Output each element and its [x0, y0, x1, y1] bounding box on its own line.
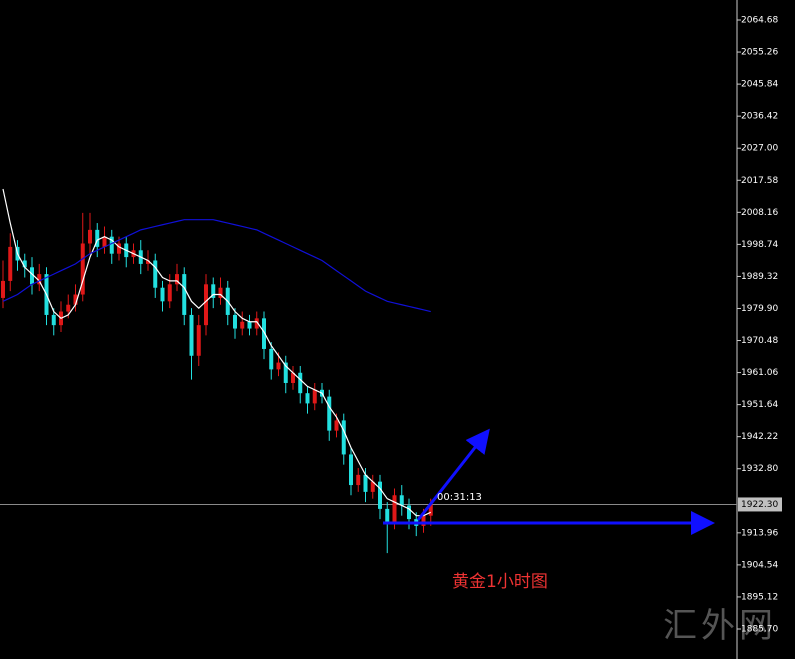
candle-body: [262, 318, 266, 349]
candle-body: [182, 274, 187, 315]
y-tick-label: 1961.06: [741, 368, 778, 378]
candle-body: [334, 420, 339, 431]
moving-average: [2, 219, 431, 313]
candle-body: [196, 325, 201, 356]
y-tick-label: 1885.70: [741, 624, 778, 634]
candle-body: [66, 304, 71, 312]
y-tick-label: 1951.64: [741, 400, 778, 410]
candle-body: [1, 280, 5, 298]
candle-body: [298, 372, 303, 394]
candle-body: [428, 504, 433, 516]
candle-body: [175, 274, 179, 285]
candle-body: [327, 396, 332, 431]
candle-body: [37, 274, 42, 285]
candle-body: [312, 389, 317, 404]
candle-body: [30, 267, 34, 285]
candle-body: [204, 284, 208, 326]
y-tick-label: 1979.90: [741, 304, 778, 314]
candle-body: [109, 236, 114, 254]
candle-body: [363, 474, 368, 492]
candle-body: [22, 260, 27, 268]
up-arrow: [416, 428, 490, 521]
y-tick-label: 2036.42: [741, 112, 778, 122]
candle-body: [240, 321, 245, 329]
y-tick-label: 1942.22: [741, 432, 778, 442]
y-tick-label: 2017.58: [741, 176, 778, 186]
candle-body: [385, 508, 390, 523]
candle-body: [283, 362, 288, 383]
candle-body: [146, 260, 150, 264]
y-tick-label: 1989.32: [741, 272, 778, 282]
candle-body: [218, 287, 223, 298]
candle-body: [80, 243, 85, 295]
candle-body: [51, 314, 56, 326]
candle-body: [392, 495, 397, 523]
candle-body: [378, 481, 382, 509]
candle-body: [269, 348, 274, 370]
moving-average: [2, 188, 432, 517]
candle-body: [88, 229, 92, 244]
candle-body: [276, 362, 281, 370]
candle-body: [117, 243, 121, 254]
candle-body: [233, 314, 237, 329]
candle-body: [254, 318, 259, 329]
candle-body: [73, 294, 78, 305]
candle-body: [8, 246, 13, 281]
candle-body: [247, 321, 252, 329]
candle-body: [370, 481, 375, 492]
y-tick-label: 1970.48: [741, 336, 778, 346]
candle-body: [305, 393, 310, 404]
y-tick-label: 1913.96: [741, 528, 778, 538]
candle-body: [211, 284, 216, 298]
plot-area: [0, 188, 737, 554]
candle-body: [95, 229, 100, 247]
candle-body: [189, 314, 194, 356]
y-tick-label: 2008.16: [741, 208, 778, 218]
watermark: 汇外网: [663, 606, 777, 646]
candle-body: [153, 260, 158, 288]
candle-body: [102, 236, 107, 247]
y-tick-label: 2027.00: [741, 144, 778, 154]
y-tick-label: 2055.26: [741, 48, 778, 58]
y-tick-label: 1904.54: [741, 560, 778, 570]
countdown: 00:31:13: [437, 492, 482, 503]
candle-body: [341, 420, 346, 455]
y-tick-label: 2045.84: [741, 80, 778, 90]
candle-body: [399, 495, 404, 506]
current-price-box: [738, 497, 782, 512]
candle-body: [349, 454, 353, 486]
candle-body: [421, 515, 426, 526]
candle-body: [291, 372, 295, 383]
candle-body: [160, 287, 165, 302]
candle-body: [167, 284, 172, 302]
y-tick-label: 1998.74: [741, 240, 778, 250]
annotation: 黄金1小时图: [452, 572, 548, 592]
y-tick-label: 1895.12: [741, 592, 778, 602]
candle-body: [407, 505, 411, 520]
y-tick-label: 1932.80: [741, 464, 778, 474]
current-price-label: 1922.30: [741, 500, 778, 510]
candle-body: [356, 474, 361, 486]
y-tick-label: 2064.68: [741, 16, 778, 26]
